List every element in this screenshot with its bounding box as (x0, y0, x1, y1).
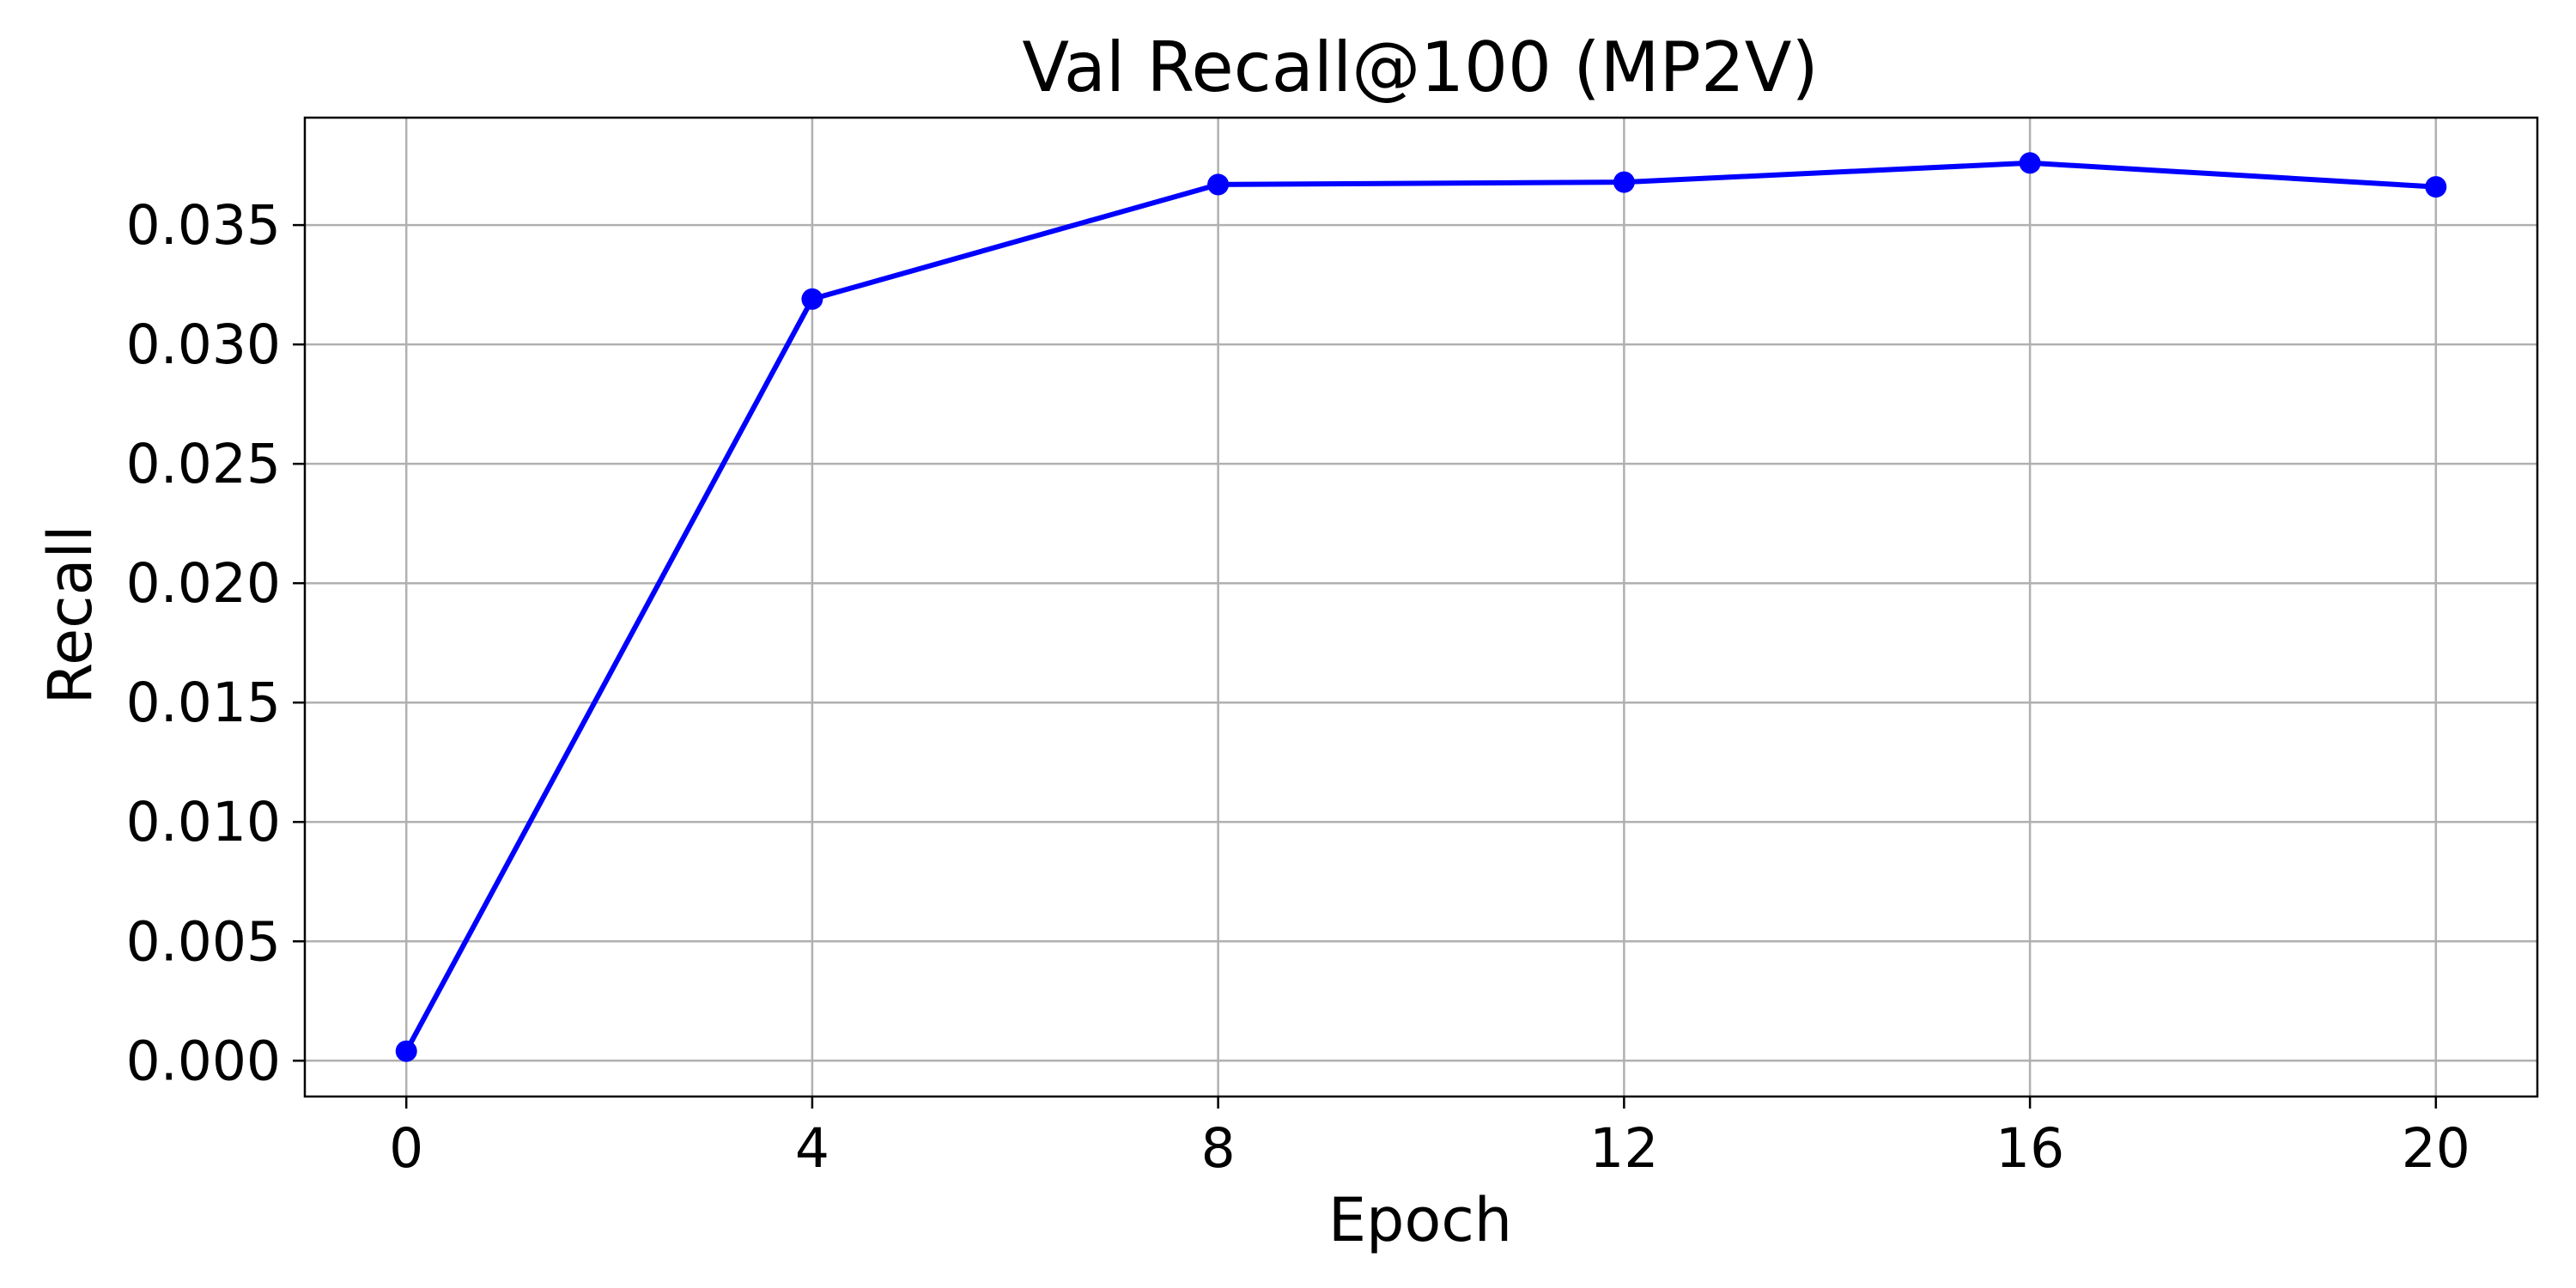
data-point-marker (801, 288, 823, 310)
y-tick-label: 0.010 (126, 791, 281, 854)
y-tick-label: 0.000 (126, 1030, 281, 1092)
grid-lines (305, 118, 2537, 1097)
y-tick-label: 0.035 (126, 194, 281, 257)
series-layer (395, 152, 2447, 1062)
plot-area-frame (303, 116, 2539, 1098)
axis-ticks: 0 4 8 12 16 20 0.000 0.005 0.010 0.015 0.020 0.025 0… (126, 194, 2470, 1180)
x-tick-label: 0 (389, 1117, 423, 1180)
y-tick-label: 0.015 (126, 671, 281, 734)
x-tick-label: 20 (2402, 1117, 2470, 1180)
x-tick-label: 8 (1201, 1117, 1236, 1180)
y-axis-label: Recall (35, 526, 106, 705)
x-tick-label: 4 (795, 1117, 829, 1180)
data-point-marker (1613, 171, 1635, 193)
x-axis-label: Epoch (1328, 1185, 1512, 1255)
chart-title: Val Recall@100 (MP2V) (1022, 27, 1818, 107)
data-point-marker (395, 1040, 417, 1062)
y-tick-label: 0.030 (126, 313, 281, 376)
series-line (404, 160, 2436, 1053)
y-tick-label: 0.020 (126, 552, 281, 615)
y-tick-label: 0.005 (126, 910, 281, 973)
x-tick-label: 12 (1589, 1117, 1658, 1180)
x-tick-label: 16 (1996, 1117, 2064, 1180)
data-point-marker (2425, 176, 2447, 198)
data-point-marker (1207, 173, 1230, 196)
y-tick-label: 0.025 (126, 433, 281, 495)
data-point-marker (2019, 152, 2041, 174)
